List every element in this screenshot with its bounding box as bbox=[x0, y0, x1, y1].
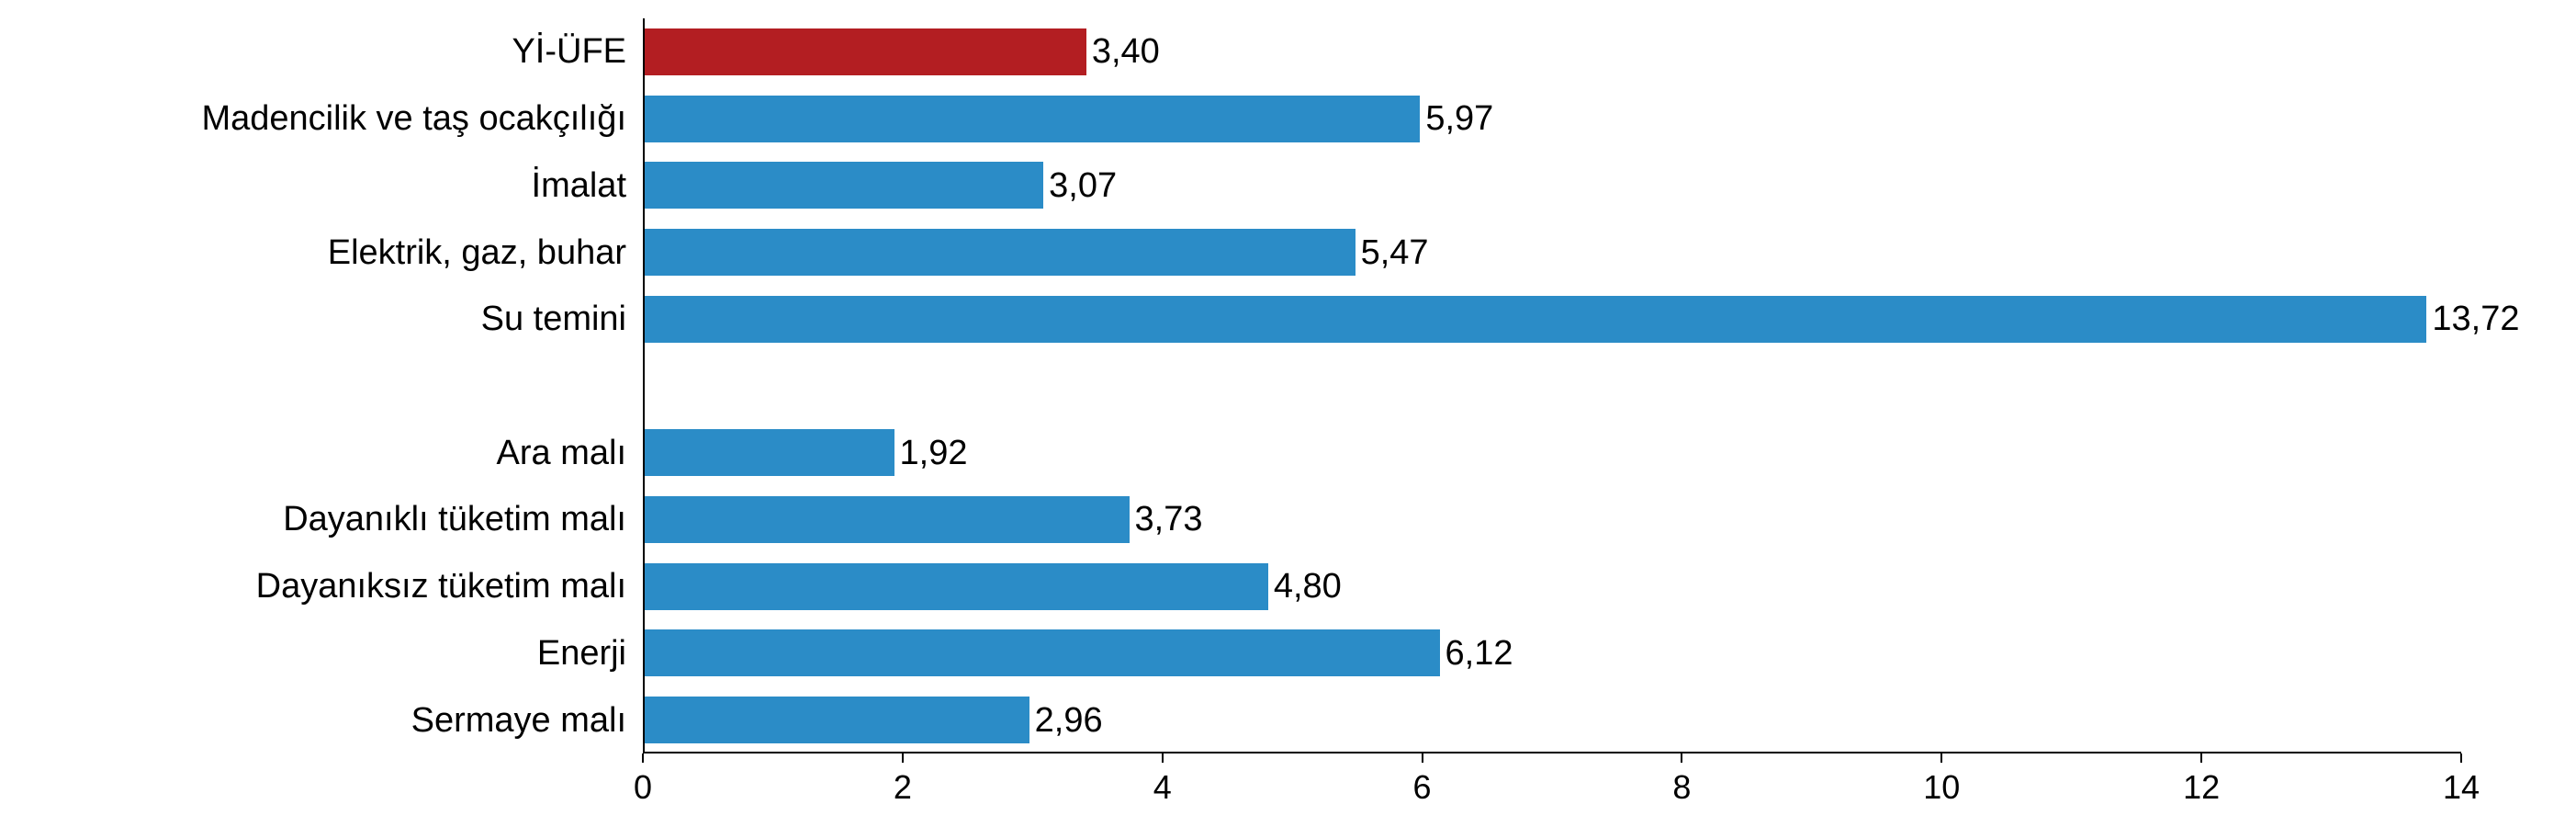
category-label: Dayanıklı tüketim malı bbox=[283, 500, 626, 539]
bar bbox=[645, 496, 1130, 543]
bar-value-label: 3,40 bbox=[1092, 32, 1160, 72]
bar-value-label: 4,80 bbox=[1274, 567, 1342, 606]
category-label: Ara malı bbox=[497, 434, 626, 473]
x-tick bbox=[1940, 753, 1942, 763]
x-tick-label: 8 bbox=[1672, 768, 1691, 807]
bar bbox=[645, 296, 2426, 343]
category-label: Elektrik, gaz, buhar bbox=[328, 233, 626, 273]
bar-value-label: 2,96 bbox=[1035, 701, 1103, 741]
x-tick-label: 0 bbox=[634, 768, 652, 807]
x-tick bbox=[2200, 753, 2202, 763]
bar bbox=[645, 697, 1029, 743]
category-label: Yİ-ÜFE bbox=[512, 32, 626, 72]
category-label: Dayanıksız tüketim malı bbox=[256, 567, 626, 606]
x-tick-label: 6 bbox=[1413, 768, 1432, 807]
x-tick bbox=[1162, 753, 1164, 763]
horizontal-bar-chart: 0 2 4 6 8 10 12 14 3,40 Yİ-ÜFE 5,97 Madencilik ve t… bbox=[0, 0, 2576, 827]
bar bbox=[645, 162, 1043, 209]
category-label: İmalat bbox=[532, 166, 626, 206]
x-tick bbox=[902, 753, 904, 763]
x-tick bbox=[642, 753, 644, 763]
bar-value-label: 13,72 bbox=[2432, 300, 2519, 339]
category-label: Enerji bbox=[537, 634, 626, 674]
x-tick-label: 4 bbox=[1153, 768, 1172, 807]
bar-value-label: 6,12 bbox=[1445, 634, 1513, 674]
x-tick-label: 10 bbox=[1923, 768, 1960, 807]
bar bbox=[645, 28, 1086, 75]
x-tick bbox=[1422, 753, 1423, 763]
x-tick-label: 12 bbox=[2183, 768, 2220, 807]
category-label: Madencilik ve taş ocakçılığı bbox=[201, 99, 626, 139]
bar-value-label: 5,47 bbox=[1361, 233, 1429, 273]
bar bbox=[645, 96, 1420, 142]
bar bbox=[645, 229, 1355, 276]
bar-value-label: 3,07 bbox=[1049, 166, 1117, 206]
bar-value-label: 3,73 bbox=[1135, 500, 1203, 539]
bar-value-label: 5,97 bbox=[1425, 99, 1493, 139]
bar bbox=[645, 563, 1268, 610]
bar bbox=[645, 629, 1440, 676]
category-label: Sermaye malı bbox=[411, 701, 626, 741]
bar bbox=[645, 429, 894, 476]
category-label: Su temini bbox=[481, 300, 626, 339]
x-tick bbox=[2460, 753, 2462, 763]
x-tick bbox=[1681, 753, 1682, 763]
bar-value-label: 1,92 bbox=[900, 434, 968, 473]
x-tick-label: 2 bbox=[894, 768, 912, 807]
x-tick-label: 14 bbox=[2443, 768, 2480, 807]
